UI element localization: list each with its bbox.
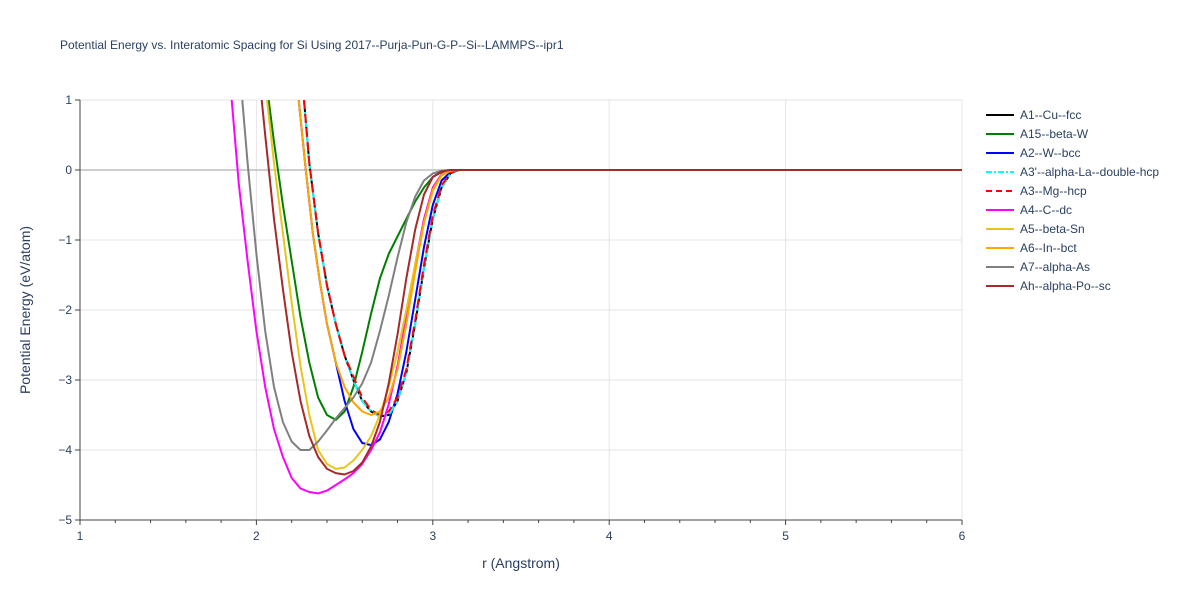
x-tick-label: 2: [253, 529, 260, 543]
legend-item[interactable]: A3'--alpha-La--double-hcp: [985, 162, 1159, 181]
series-line-7: [297, 100, 962, 416]
legend-label: A15--beta-W: [1020, 126, 1089, 141]
legend-item[interactable]: A2--W--bcc: [985, 143, 1159, 162]
legend-item[interactable]: A4--C--dc: [985, 200, 1159, 219]
y-tick-label: −2: [58, 303, 72, 317]
x-tick-label: 3: [429, 529, 436, 543]
legend-swatch: [986, 227, 1014, 230]
x-tick-label: 5: [782, 529, 789, 543]
legend-label: A6--In--bct: [1020, 240, 1077, 255]
series-line-4: [303, 100, 962, 416]
series-line-2: [297, 100, 962, 447]
legend-swatch: [986, 113, 1014, 116]
y-tick-label: −5: [58, 513, 72, 527]
legend-label: A3'--alpha-La--double-hcp: [1020, 164, 1160, 179]
y-axis-title: Potential Energy (eV/atom): [17, 226, 33, 394]
y-tick-label: 1: [65, 93, 72, 107]
series-line-1: [267, 100, 962, 421]
legend-swatch: [986, 132, 1014, 135]
grid: [80, 99, 963, 520]
x-tick-label: 1: [77, 529, 84, 543]
legend: A1--Cu--fcc A15--beta-W A2--W--bcc A3'--alp…: [985, 105, 1159, 295]
legend-swatch: [986, 151, 1014, 154]
legend-item[interactable]: A1--Cu--fcc: [985, 105, 1159, 124]
legend-item[interactable]: Ah--alpha-Po--sc: [985, 276, 1159, 295]
y-tick-label: −1: [58, 233, 72, 247]
x-tick-label: 4: [606, 529, 613, 543]
legend-label: A2--W--bcc: [1020, 145, 1081, 160]
legend-swatch: [986, 246, 1014, 249]
legend-label: A7--alpha-As: [1020, 259, 1091, 274]
legend-swatch: [986, 265, 1014, 268]
series-line-5: [230, 100, 962, 495]
legend-label: A5--beta-Sn: [1020, 221, 1085, 236]
y-tick-label: 0: [65, 163, 72, 177]
series-line-6: [266, 100, 962, 470]
legend-label: A4--C--dc: [1020, 202, 1073, 217]
legend-swatch: [986, 170, 1014, 173]
series-line-8: [241, 100, 962, 451]
legend-item[interactable]: A7--alpha-As: [985, 257, 1159, 276]
series-line-9: [260, 100, 962, 476]
x-tick-label: 6: [959, 529, 966, 543]
axes: 1 2 3 4 5 6 1 0 −1 −2 −3 −4 −5: [58, 93, 965, 543]
legend-item[interactable]: A6--In--bct: [985, 238, 1159, 257]
legend-item[interactable]: A15--beta-W: [985, 124, 1159, 143]
series-lines: [230, 100, 962, 495]
legend-item[interactable]: A5--beta-Sn: [985, 219, 1159, 238]
legend-label: A1--Cu--fcc: [1020, 107, 1082, 122]
y-tick-label: −3: [58, 373, 72, 387]
y-tick-label: −4: [58, 443, 72, 457]
legend-swatch: [986, 189, 1014, 192]
legend-swatch: [986, 284, 1014, 287]
x-axis-title: r (Angstrom): [482, 555, 560, 571]
legend-swatch: [986, 208, 1014, 211]
legend-label: Ah--alpha-Po--sc: [1020, 278, 1111, 293]
legend-label: A3--Mg--hcp: [1020, 183, 1087, 198]
chart-title: Potential Energy vs. Interatomic Spacing…: [60, 38, 564, 52]
legend-item[interactable]: A3--Mg--hcp: [985, 181, 1159, 200]
